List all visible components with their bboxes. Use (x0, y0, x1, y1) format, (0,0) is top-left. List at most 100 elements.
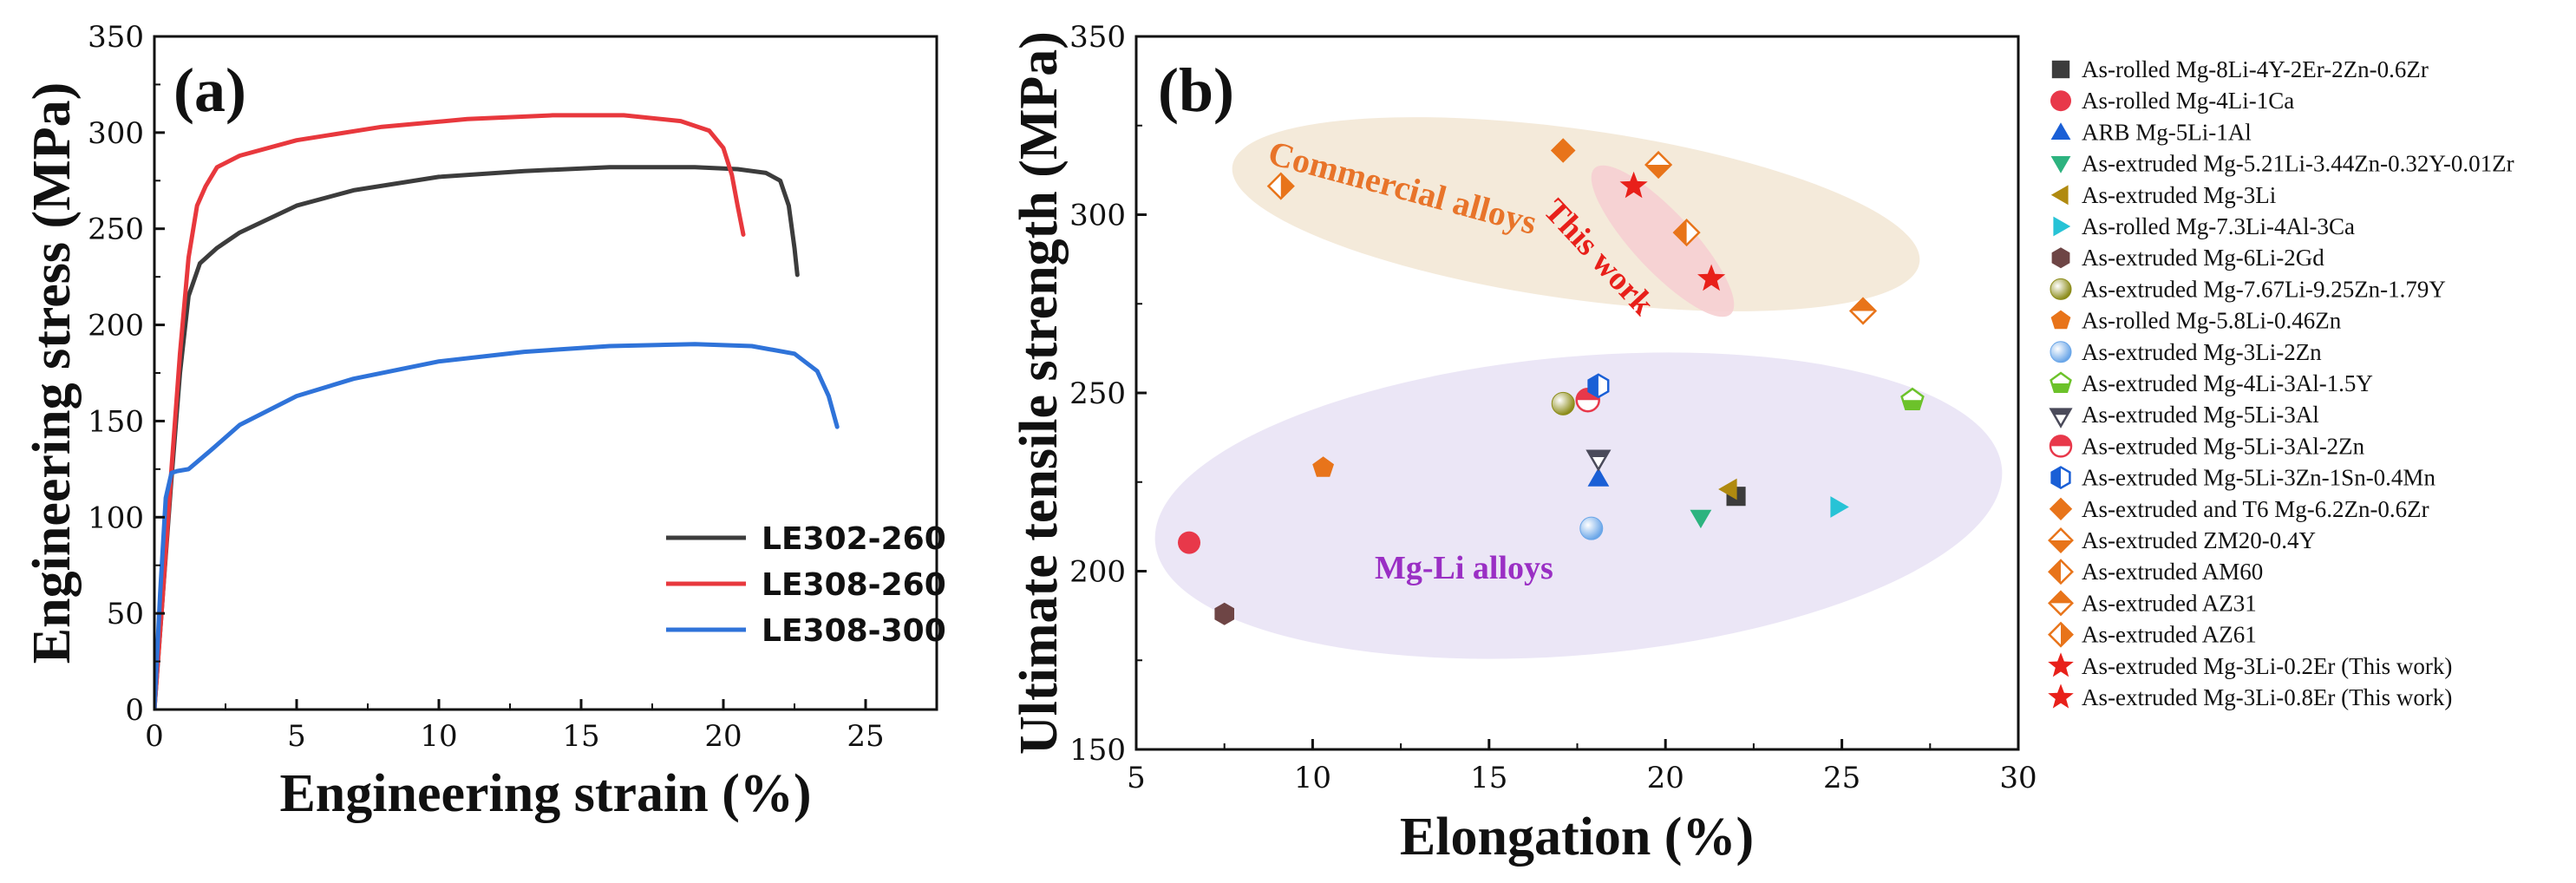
panel-a-chart: 0 5 10 15 20 25 0 50 100 150 200 250 300 350 (a) Eng… (23, 20, 946, 823)
data-point-7 (1214, 602, 1234, 625)
legend-label-3: ARB Mg-5Li-1Al (2082, 119, 2252, 145)
panel-b-xtick-label: 10 (1294, 761, 1331, 795)
data-point-8 (1551, 391, 1575, 415)
panel-a-xtick-label: 5 (287, 719, 306, 754)
panel-a-ytick-label: 150 (88, 404, 144, 439)
panel-b-ylabel: Ultimate tensile strength (MPa) (1010, 31, 1069, 755)
series-line-le308-300 (154, 342, 840, 710)
data-point-4 (1690, 509, 1712, 529)
legend-label-1: As-rolled Mg-8Li-4Y-2Er-2Zn-0.6Zr (2082, 56, 2429, 82)
legend-marker-7 (2051, 247, 2070, 269)
panel-a-xtick-label: 25 (847, 719, 884, 754)
data-point-19 (1266, 172, 1295, 200)
legend-label-10: As-extruded Mg-3Li-2Zn (2082, 339, 2322, 365)
panel-b-ytick-label: 300 (1069, 199, 1126, 233)
legend-marker-4 (2050, 156, 2071, 173)
panel-a-ytick-label: 250 (88, 213, 144, 247)
panel-a-label: (a) (173, 56, 246, 125)
data-point-16 (1644, 150, 1673, 180)
legend-label-19: As-extruded AZ61 (2082, 622, 2257, 648)
panel-a-ytick-label: 0 (125, 693, 144, 728)
panel-a-ytick-label: 350 (88, 20, 144, 55)
legend-marker-8 (2050, 278, 2072, 300)
legend-label-5: As-extruded Mg-3Li (2082, 182, 2276, 208)
panel-b-ytick-label: 350 (1069, 20, 1126, 55)
panel-a-xtick-label: 20 (704, 719, 742, 754)
legend-label-17: As-extruded AM60 (2082, 559, 2263, 585)
commercial-alloys-region (1232, 117, 1920, 311)
legend-label-le308-260: LE308-260 (762, 567, 946, 603)
panel-a-ytick-label: 200 (88, 309, 144, 343)
legend-marker-6 (2053, 216, 2071, 237)
legend-label-2: As-rolled Mg-4Li-1Ca (2082, 88, 2294, 114)
panel-b-label: (b) (1158, 56, 1234, 125)
panel-b-ytick-label: 150 (1069, 733, 1126, 768)
legend-label-16: As-extruded ZM20-0.4Y (2082, 527, 2316, 553)
data-point-10 (1579, 516, 1604, 540)
legend-label-6: As-rolled Mg-7.3Li-4Al-3Ca (2082, 213, 2355, 239)
data-point-20 (1619, 171, 1648, 199)
panel-b-legend: As-rolled Mg-8Li-4Y-2Er-2Zn-0.6Zr As-roll… (2048, 56, 2514, 710)
data-point-21 (1697, 264, 1726, 291)
panel-b-xtick-label: 5 (1127, 761, 1146, 795)
mg-li-alloys-region (1154, 352, 2003, 659)
data-point-15 (1550, 138, 1576, 163)
data-point-9 (1312, 456, 1334, 477)
legend-label-7: As-extruded Mg-6Li-2Gd (2082, 245, 2324, 271)
panel-b-xtick-label: 25 (1823, 761, 1860, 795)
panel-a-xtick-label: 15 (562, 719, 599, 754)
panel-a-ylabel: Engineering stress (MPa) (23, 82, 82, 664)
data-point-12 (1585, 449, 1612, 472)
panel-a-ytick-label: 100 (88, 500, 144, 535)
panel-a-xtick-label: 0 (145, 719, 164, 754)
mg-li-alloys-annotation: Mg-Li alloys (1375, 550, 1553, 586)
panel-a-legend: LE302-260 LE308-260 LE308-300 (666, 521, 946, 649)
panel-a-xtick-label: 10 (420, 719, 457, 754)
legend-marker-14 (2050, 466, 2071, 490)
this-work-region (1591, 165, 1735, 317)
data-point-18 (1848, 297, 1878, 325)
legend-label-15: As-extruded and T6 Mg-6.2Zn-0.6Zr (2082, 496, 2429, 522)
legend-label-21: As-extruded Mg-3Li-0.8Er (This work) (2082, 684, 2452, 710)
legend-marker-12 (2049, 408, 2073, 428)
legend-label-8: As-extruded Mg-7.67Li-9.25Zn-1.79Y (2082, 276, 2446, 302)
legend-marker-5 (2050, 185, 2069, 206)
legend-marker-3 (2050, 122, 2071, 140)
data-point-6 (1830, 496, 1849, 518)
panel-a-xlabel: Engineering strain (%) (279, 764, 811, 823)
legend-label-le308-300: LE308-300 (762, 613, 946, 649)
legend-label-11: As-extruded Mg-4Li-3Al-1.5Y (2082, 370, 2373, 396)
legend-marker-21 (2048, 684, 2074, 709)
panel-a-ytick-label: 50 (107, 597, 144, 631)
data-point-11 (1900, 387, 1925, 410)
legend-marker-2 (2050, 90, 2071, 112)
legend-marker-20 (2048, 652, 2074, 677)
legend-label-13: As-extruded Mg-5Li-3Al-2Zn (2082, 433, 2365, 459)
legend-label-le302-260: LE302-260 (762, 521, 946, 557)
legend-label-4: As-extruded Mg-5.21Li-3.44Zn-0.32Y-0.01Z… (2082, 151, 2514, 177)
panel-b-ytick-label: 200 (1069, 555, 1126, 590)
panel-a-ytick-label: 300 (88, 116, 144, 151)
legend-label-12: As-extruded Mg-5Li-3Al (2082, 402, 2319, 428)
data-point-17 (1672, 219, 1701, 247)
legend-label-14: As-extruded Mg-5Li-3Zn-1Sn-0.4Mn (2082, 465, 2435, 491)
legend-label-18: As-extruded AZ31 (2082, 590, 2257, 616)
legend-marker-17 (2048, 559, 2074, 585)
data-point-2 (1178, 531, 1201, 554)
legend-marker-19 (2048, 621, 2074, 648)
legend-marker-11 (2050, 371, 2072, 393)
legend-label-20: As-extruded Mg-3Li-0.2Er (This work) (2082, 653, 2452, 679)
panel-b-xtick-label: 15 (1470, 761, 1507, 795)
data-point-3 (1587, 468, 1610, 487)
legend-marker-9 (2050, 310, 2071, 330)
legend-marker-1 (2051, 60, 2070, 79)
legend-marker-16 (2048, 527, 2074, 553)
panel-b-ytick-label: 250 (1069, 376, 1126, 411)
data-point-5 (1718, 478, 1737, 500)
legend-marker-13 (2049, 435, 2073, 458)
data-point-14 (1587, 373, 1610, 399)
legend-marker-10 (2050, 341, 2072, 363)
legend-marker-18 (2048, 590, 2074, 617)
